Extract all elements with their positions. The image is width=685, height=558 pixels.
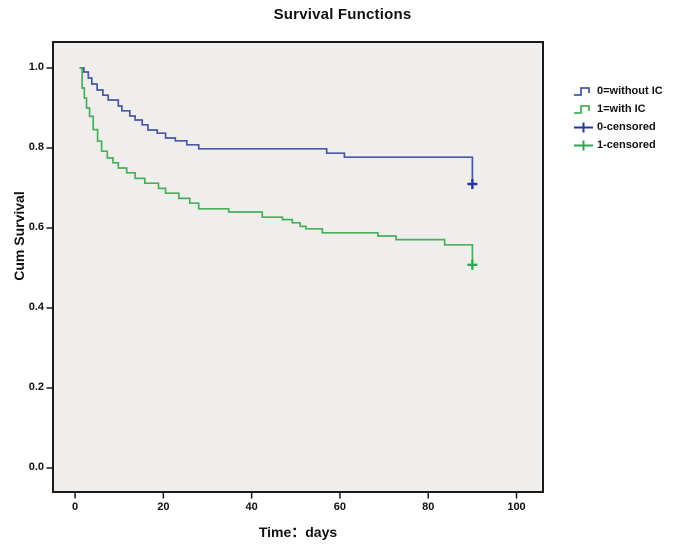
legend-label: 0=without IC bbox=[597, 85, 663, 97]
legend-label: 1=with IC bbox=[597, 103, 646, 115]
y-tick-label: 0.0 bbox=[28, 461, 44, 473]
x-tick-label: 40 bbox=[245, 501, 258, 513]
legend-item-without-ic: 0=without IC bbox=[573, 82, 663, 100]
censored-plus-icon bbox=[467, 259, 478, 270]
legend-item-1-censored: 1-censored bbox=[573, 136, 663, 154]
legend-item-with-ic: 1=with IC bbox=[573, 100, 663, 118]
censor-marker-without-ic bbox=[467, 179, 478, 189]
x-tick-label: 60 bbox=[333, 501, 347, 513]
censored-plus-icon bbox=[467, 179, 478, 189]
y-tick-label: 0.4 bbox=[28, 301, 44, 313]
survival-curve-without-ic bbox=[79, 67, 474, 180]
x-axis-title: Time：days bbox=[258, 524, 338, 540]
plot-area bbox=[52, 41, 544, 493]
x-tick-label: 20 bbox=[157, 501, 170, 513]
x-tick-label: 80 bbox=[422, 501, 435, 513]
legend: 0=without IC 1=with IC 0-censored 1-cens… bbox=[573, 82, 663, 154]
x-tick-label: 100 bbox=[507, 501, 526, 513]
legend-censored-plus-icon bbox=[574, 140, 593, 150]
y-axis-title: Cum Survival bbox=[11, 191, 27, 281]
legend-label: 0-censored bbox=[597, 121, 656, 133]
chart-title: Survival Functions bbox=[273, 6, 412, 23]
survival-curve-with-ic bbox=[79, 67, 474, 260]
legend-item-0-censored: 0-censored bbox=[573, 118, 663, 136]
legend-step-line-icon bbox=[574, 86, 590, 96]
legend-censored-plus-icon bbox=[574, 122, 593, 132]
legend-step-line-icon bbox=[574, 104, 590, 114]
y-tick-label: 0.8 bbox=[28, 141, 44, 153]
censor-marker-with-ic bbox=[467, 259, 478, 270]
legend-label: 1-censored bbox=[597, 139, 656, 151]
tick-mark-path bbox=[46, 67, 518, 499]
axis-tick-marks bbox=[46, 67, 518, 499]
y-tick-label: 1.0 bbox=[28, 61, 44, 73]
y-tick-label: 0.6 bbox=[28, 221, 44, 233]
y-tick-label: 0.2 bbox=[28, 381, 44, 393]
x-tick-label: 0 bbox=[72, 501, 79, 513]
